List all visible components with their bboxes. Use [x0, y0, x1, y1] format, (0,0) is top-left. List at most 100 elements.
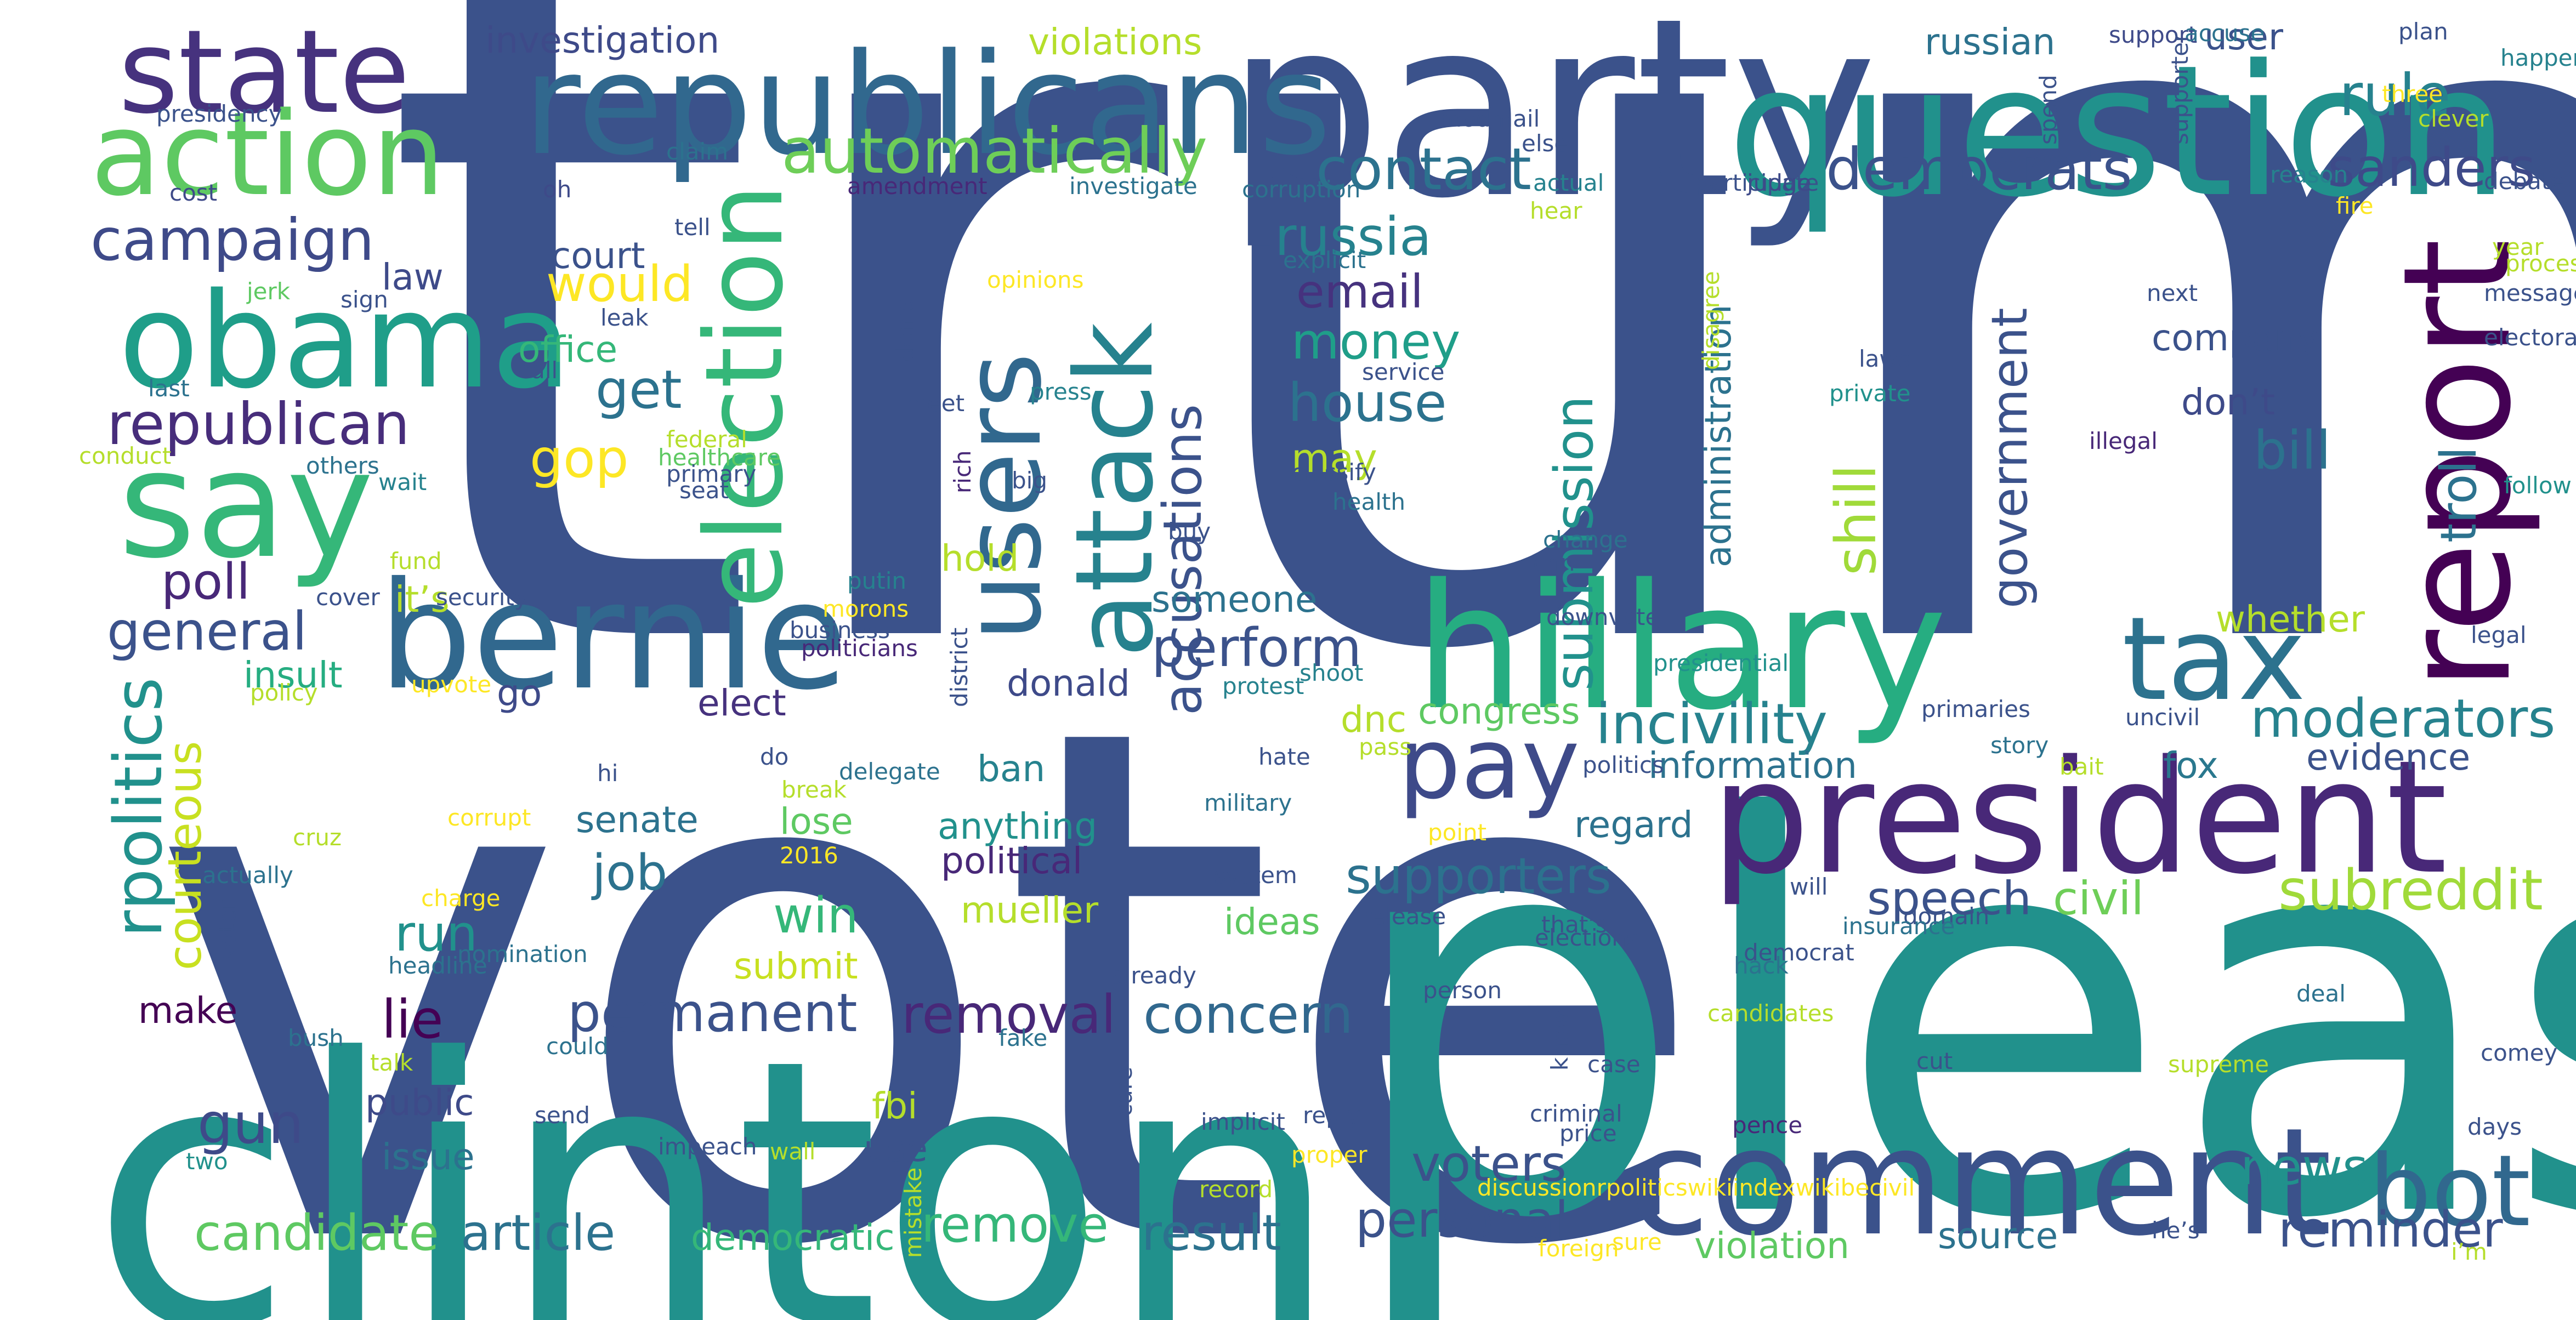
cloud-word: incivility [1596, 692, 1828, 757]
cloud-word: supporter [2166, 32, 2193, 145]
cloud-word: company [2152, 317, 2318, 359]
cloud-word: politicians [801, 635, 918, 662]
cloud-word: moderators [2250, 688, 2555, 749]
cloud-word: healthcare [658, 444, 781, 471]
cloud-word: party [1225, 0, 1877, 253]
cloud-word: bot [2369, 1134, 2530, 1249]
cloud-word: three [2382, 81, 2443, 107]
cloud-word: business [790, 617, 890, 644]
cloud-word: permanent [568, 982, 858, 1044]
cloud-word: talk [370, 1049, 413, 1076]
cloud-word: issue [382, 1136, 475, 1178]
cloud-word: headline [388, 952, 487, 979]
cloud-word: disagree [1698, 271, 1724, 370]
cloud-word: presidential [1653, 650, 1789, 676]
cloud-word: insult [243, 654, 343, 696]
cloud-word: lie [382, 989, 443, 1050]
cloud-word: conduct [79, 442, 171, 469]
cloud-word: meet [905, 390, 964, 417]
cloud-word: claim [666, 138, 728, 165]
cloud-word: pay [1398, 707, 1580, 821]
cloud-word: troll [2430, 447, 2488, 543]
cloud-word: buy [1168, 518, 1211, 545]
cloud-word: voters [1411, 1135, 1567, 1193]
cloud-word: press [1030, 378, 1092, 405]
cloud-word: congress [1418, 690, 1580, 732]
cloud-word: criminal [1530, 1100, 1622, 1127]
cloud-word: job [591, 844, 667, 902]
cloud-word: supporters [1346, 847, 1612, 905]
cloud-word: politics [1582, 752, 1664, 778]
cloud-word: fund [390, 548, 442, 574]
cloud-word: bush [288, 1025, 344, 1051]
cloud-word: would [546, 255, 693, 313]
cloud-word: win [773, 887, 859, 945]
cloud-word: senate [576, 799, 699, 841]
cloud-word: oh [543, 176, 571, 203]
cloud-word: participate [1694, 169, 1819, 196]
cloud-word: wall [770, 1138, 815, 1165]
cloud-word: candidate [194, 1204, 439, 1262]
cloud-word: already [1110, 962, 1196, 989]
cloud-word: money [1291, 313, 1460, 371]
cloud-word: delegate [839, 758, 940, 785]
cloud-word: regard [1574, 804, 1693, 846]
cloud-word: anything [938, 805, 1097, 847]
cloud-word: hate [1258, 743, 1310, 770]
cloud-word: year [2492, 234, 2544, 260]
cloud-word: tell [674, 214, 711, 241]
cloud-word: political [941, 840, 1082, 882]
cloud-word: primaries [1921, 696, 2030, 722]
cloud-word: question [1727, 26, 2509, 237]
cloud-word: subreddit [2278, 858, 2543, 923]
cloud-word: know [1546, 1010, 1573, 1071]
cloud-word: presidency [156, 100, 282, 127]
cloud-word: foreign [1538, 1235, 1619, 1262]
cloud-word: uncivil [2125, 704, 2200, 731]
cloud-word: rich [949, 450, 976, 493]
cloud-word: election [682, 184, 807, 608]
cloud-word: violations [1028, 21, 1202, 63]
cloud-word: could [546, 1033, 609, 1060]
cloud-word: lose [780, 800, 853, 843]
cloud-word: debate [2484, 168, 2564, 195]
cloud-word: democrats [1826, 136, 2132, 203]
cloud-word: bill [2254, 420, 2331, 481]
cloud-word: downvote [1546, 604, 1659, 630]
cloud-word: next [2147, 280, 2198, 306]
cloud-word: general [107, 601, 307, 662]
cloud-word: hold [941, 537, 1019, 579]
cloud-word: leak [600, 304, 649, 331]
cloud-word: gun [197, 1091, 304, 1157]
cloud-word: service [1362, 359, 1444, 385]
cloud-word: else [1522, 130, 1568, 157]
cloud-word: will [1790, 873, 1828, 900]
cloud-word: rpolitics [101, 678, 177, 938]
cloud-word: clinton [90, 981, 1340, 1320]
cloud-word: days [2467, 1113, 2522, 1140]
cloud-word: fbi [872, 1085, 917, 1127]
cloud-word: say [118, 418, 374, 591]
cloud-word: shill [1824, 464, 1889, 576]
cloud-word: do [760, 743, 788, 770]
cloud-word: donald [1007, 662, 1130, 704]
cloud-word: removal [901, 984, 1116, 1045]
cloud-word: follow [2504, 472, 2572, 499]
cloud-word: use [864, 1128, 928, 1170]
cloud-word: president [1711, 727, 2447, 909]
cloud-word: remove [921, 1196, 1109, 1254]
cloud-word: report [2371, 238, 2544, 691]
cloud-word: primary [666, 460, 756, 487]
cloud-word: spend [2035, 75, 2062, 145]
cloud-word: dnc [1341, 698, 1406, 741]
cloud-word: accusations [1152, 404, 1213, 715]
cloud-word: shoot [1300, 659, 1363, 686]
cloud-word: discussionrpoliticswikiindexwikibecivil [1477, 1174, 1915, 1201]
cloud-word: violation [1694, 1225, 1849, 1267]
cloud-word: big [1012, 467, 1047, 494]
cloud-word: russia [1275, 206, 1432, 268]
cloud-word: investigate [1069, 173, 1198, 200]
cloud-word: jerk [246, 278, 291, 305]
cloud-word: ideas [1224, 901, 1320, 943]
